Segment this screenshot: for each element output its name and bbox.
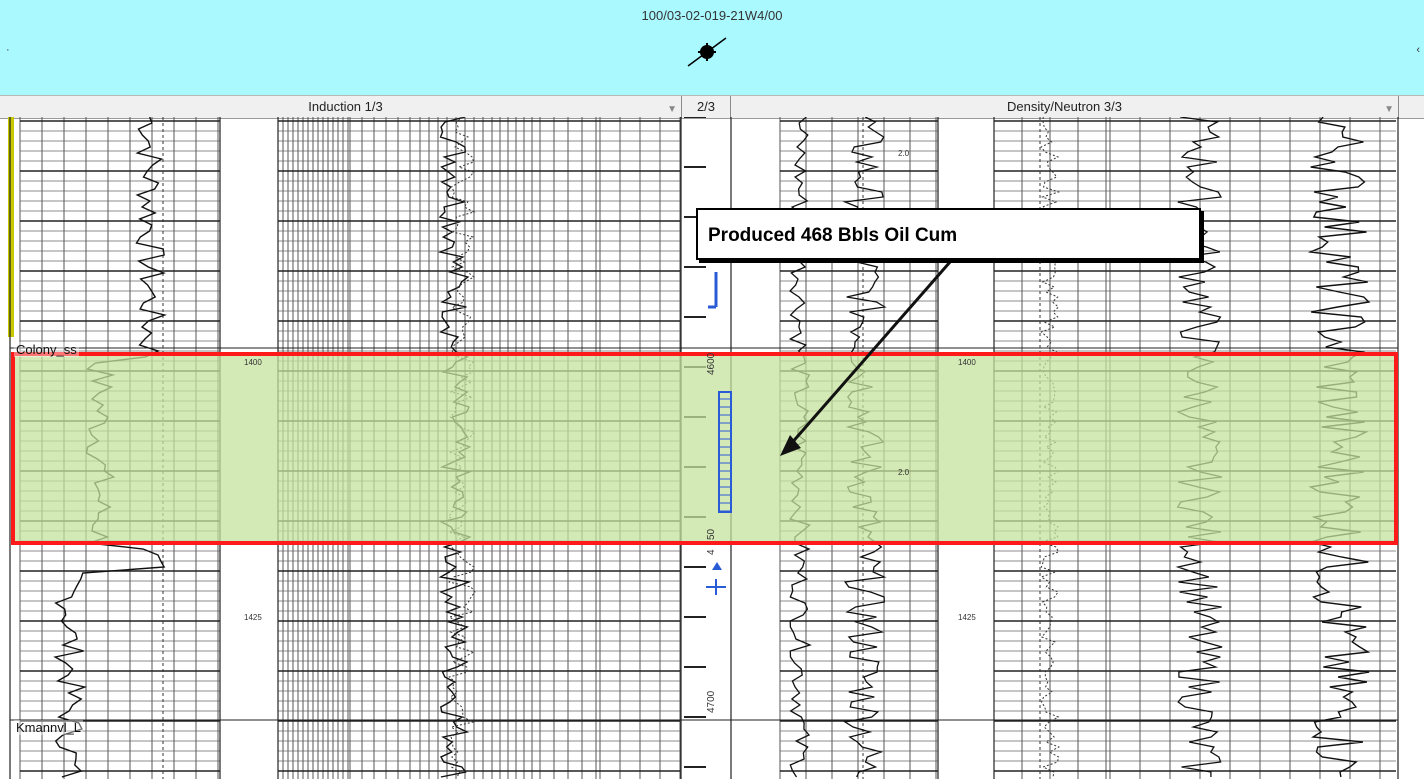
- density-depth-label-2: 1425: [958, 613, 976, 622]
- right-edge-tick-icon: ‹: [1416, 44, 1420, 56]
- track-header-bar: Induction 1/3 ▼ 2/3 Density/Neutron 3/3 …: [0, 95, 1424, 119]
- tab-depth-label: 2/3: [696, 99, 716, 114]
- tab-induction[interactable]: Induction 1/3 ▼: [10, 96, 682, 118]
- perforation-top-icon: [712, 562, 722, 570]
- induction-dropdown-icon[interactable]: ▼: [667, 104, 677, 115]
- well-id-label: 100/03-02-019-21W4/00: [641, 8, 783, 23]
- scale-mark-2: 2.0: [898, 468, 910, 477]
- formation-marker-bar: [8, 117, 14, 337]
- scale-mark-1: 2.0: [898, 149, 910, 158]
- highlight-zone-box: [11, 352, 1398, 545]
- perforation-interval-box: [718, 391, 732, 513]
- tab-density-neutron-label: Density/Neutron 3/3: [1007, 99, 1122, 114]
- oil-well-symbol-icon: [687, 37, 727, 67]
- depth-tick-4600: 4600: [706, 352, 717, 375]
- annotation-arrowhead-icon: [780, 435, 801, 456]
- annotation-arrow-icon: [788, 261, 952, 446]
- left-edge-tick-icon: ·: [6, 44, 10, 56]
- well-header: 100/03-02-019-21W4/00 · ‹: [0, 0, 1424, 95]
- depth-tick-4700: 4700: [706, 690, 717, 713]
- formation-top-kmannvl: Kmannvl_L: [14, 720, 84, 735]
- tab-induction-label: Induction 1/3: [308, 99, 383, 114]
- tab-density-neutron[interactable]: Density/Neutron 3/3 ▼: [731, 96, 1399, 118]
- formation-top-colony: Colony_ss: [14, 342, 79, 357]
- induction-depth-label-1: 1400: [244, 358, 262, 367]
- tab-depth[interactable]: 2/3: [682, 96, 731, 118]
- depth-tick-4: 4: [706, 549, 717, 555]
- density-depth-label-1: 1400: [958, 358, 976, 367]
- production-callout: Produced 468 Bbls Oil Cum: [696, 208, 1201, 260]
- density-dropdown-icon[interactable]: ▼: [1384, 104, 1394, 115]
- induction-depth-label-2: 1425: [244, 613, 262, 622]
- depth-tick-50: 50: [706, 528, 717, 540]
